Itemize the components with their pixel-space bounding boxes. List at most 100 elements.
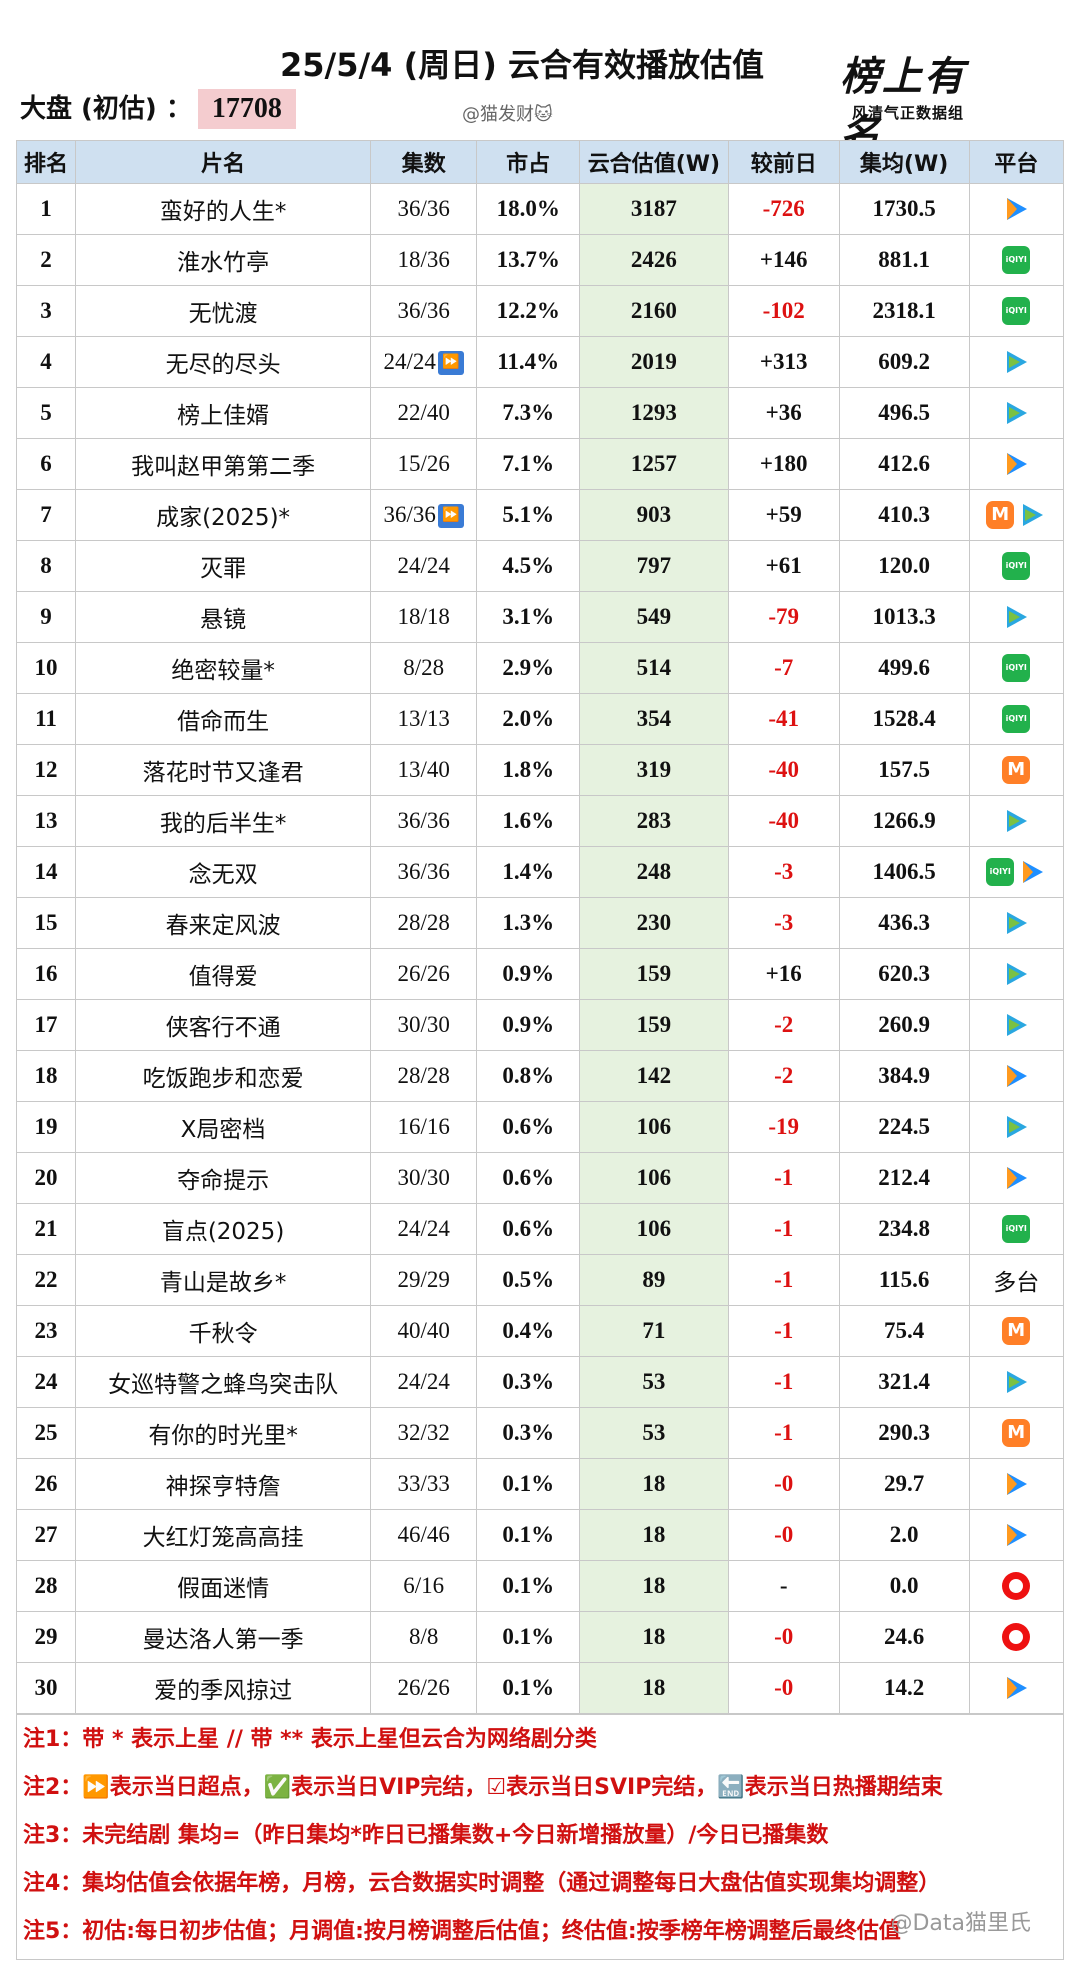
platform-cell bbox=[968, 1560, 1065, 1612]
episodes-value: 8/8 bbox=[409, 1624, 439, 1649]
platform-cell: iQIYI bbox=[968, 234, 1065, 286]
rank-cell: 20 bbox=[15, 1152, 77, 1204]
estimate-cell: 106 bbox=[579, 1101, 729, 1153]
title-cell: 淮水竹亭 bbox=[75, 234, 372, 286]
share-cell: 5.1% bbox=[476, 489, 581, 541]
episodes-cell: 24/24 ⏩ bbox=[370, 336, 478, 388]
average-cell: 75.4 bbox=[838, 1305, 970, 1357]
table-row: 7 成家(2025)* 36/36 ⏩ 5.1% 903 +59 410.3 M bbox=[15, 489, 1065, 541]
platform-cell bbox=[968, 591, 1065, 643]
episodes-cell: 36/36 bbox=[370, 183, 478, 235]
share-cell: 0.6% bbox=[476, 1152, 581, 1204]
estimate-cell: 106 bbox=[579, 1152, 729, 1204]
change-cell: -40 bbox=[727, 744, 840, 796]
episodes-cell: 28/28 bbox=[370, 1050, 478, 1102]
tencent-icon bbox=[1002, 1521, 1030, 1549]
average-cell: 0.0 bbox=[838, 1560, 970, 1612]
rank-cell: 18 bbox=[15, 1050, 77, 1102]
platform-cell: iQIYI bbox=[968, 1203, 1065, 1255]
platform-cell bbox=[968, 1509, 1065, 1561]
bili-icon bbox=[1002, 807, 1030, 835]
average-cell: 224.5 bbox=[838, 1101, 970, 1153]
estimate-cell: 18 bbox=[579, 1662, 729, 1714]
platform-cell: M bbox=[968, 489, 1065, 541]
title-cell: 无忧渡 bbox=[75, 285, 372, 337]
table-row: 26 神探亨特詹 33/33 0.1% 18 -0 29.7 bbox=[15, 1458, 1065, 1510]
episodes-cell: 18/18 bbox=[370, 591, 478, 643]
episodes-cell: 13/13 bbox=[370, 693, 478, 745]
episodes-value: 15/26 bbox=[397, 451, 450, 476]
platform-cell bbox=[968, 1458, 1065, 1510]
table-row: 19 X局密档 16/16 0.6% 106 -19 224.5 bbox=[15, 1101, 1065, 1153]
episodes-cell: 28/28 bbox=[370, 897, 478, 949]
watermark: @Data猫里氏 bbox=[890, 1911, 1031, 1936]
rank-cell: 16 bbox=[15, 948, 77, 1000]
change-cell: +61 bbox=[727, 540, 840, 592]
title-cell: 成家(2025)* bbox=[75, 489, 372, 541]
platform-cell bbox=[968, 1662, 1065, 1714]
episodes-cell: 24/24 bbox=[370, 1203, 478, 1255]
estimate-cell: 2426 bbox=[579, 234, 729, 286]
change-cell: -3 bbox=[727, 846, 840, 898]
rank-cell: 8 bbox=[15, 540, 77, 592]
note-5: 注5：初估:每日初步估值；月调值:按月榜调整后估值；终估值:按季榜年榜调整后最终… bbox=[23, 1919, 901, 1944]
table-row: 14 念无双 36/36 1.4% 248 -3 1406.5 iQIYI bbox=[15, 846, 1065, 898]
tencent-icon bbox=[1002, 450, 1030, 478]
share-cell: 0.6% bbox=[476, 1101, 581, 1153]
tencent-icon bbox=[1018, 858, 1046, 886]
change-cell: -1 bbox=[727, 1254, 840, 1306]
share-cell: 12.2% bbox=[476, 285, 581, 337]
bili-icon bbox=[1002, 348, 1030, 376]
market-total-label: 大盘 (初估) ： bbox=[20, 94, 192, 124]
tencent-icon bbox=[1002, 1470, 1030, 1498]
estimate-cell: 549 bbox=[579, 591, 729, 643]
episodes-value: 24/24 bbox=[397, 1216, 450, 1241]
episodes-value: 32/32 bbox=[397, 1420, 450, 1445]
author-handle: @猫发财🐱 bbox=[462, 104, 553, 125]
episodes-value: 26/26 bbox=[397, 1675, 450, 1700]
change-cell: -2 bbox=[727, 1050, 840, 1102]
platform-cell bbox=[968, 1101, 1065, 1153]
episodes-cell: 16/16 bbox=[370, 1101, 478, 1153]
rank-cell: 12 bbox=[15, 744, 77, 796]
average-cell: 881.1 bbox=[838, 234, 970, 286]
table-row: 4 无尽的尽头 24/24 ⏩ 11.4% 2019 +313 609.2 bbox=[15, 336, 1065, 388]
mango-icon: M bbox=[986, 501, 1015, 529]
average-cell: 157.5 bbox=[838, 744, 970, 796]
col-rank: 排名 bbox=[15, 140, 77, 184]
estimate-cell: 283 bbox=[579, 795, 729, 847]
share-cell: 13.7% bbox=[476, 234, 581, 286]
change-cell: -3 bbox=[727, 897, 840, 949]
table-row: 24 女巡特警之蜂鸟突击队 24/24 0.3% 53 -1 321.4 bbox=[15, 1356, 1065, 1408]
episodes-cell: 13/40 bbox=[370, 744, 478, 796]
title-cell: 落花时节又逢君 bbox=[75, 744, 372, 796]
average-cell: 29.7 bbox=[838, 1458, 970, 1510]
table-row: 25 有你的时光里* 32/32 0.3% 53 -1 290.3 M bbox=[15, 1407, 1065, 1459]
iqiyi-icon: iQIYI bbox=[1002, 297, 1031, 325]
change-cell: -0 bbox=[727, 1662, 840, 1714]
rank-cell: 17 bbox=[15, 999, 77, 1051]
share-cell: 0.1% bbox=[476, 1458, 581, 1510]
platform-cell: iQIYI bbox=[968, 540, 1065, 592]
title-cell: 夺命提示 bbox=[75, 1152, 372, 1204]
table-header-row: 排名 片名 集数 市占 云合估值(W) 较前日 集均(W) 平台 bbox=[15, 140, 1065, 184]
tencent-icon bbox=[1002, 1164, 1030, 1192]
episodes-value: 33/33 bbox=[397, 1471, 450, 1496]
change-cell: +146 bbox=[727, 234, 840, 286]
estimate-cell: 1257 bbox=[579, 438, 729, 490]
episodes-value: 30/30 bbox=[397, 1012, 450, 1037]
title-cell: 神探亨特詹 bbox=[75, 1458, 372, 1510]
episodes-value: 13/13 bbox=[397, 706, 450, 731]
platform-cell: M bbox=[968, 1305, 1065, 1357]
episodes-cell: 30/30 bbox=[370, 1152, 478, 1204]
logo-text: 榜上有名 bbox=[840, 53, 966, 158]
change-cell: -0 bbox=[727, 1458, 840, 1510]
platform-cell: iQIYI bbox=[968, 846, 1065, 898]
share-cell: 0.1% bbox=[476, 1611, 581, 1663]
title-cell: 我叫赵甲第第二季 bbox=[75, 438, 372, 490]
ranking-table: 排名 片名 集数 市占 云合估值(W) 较前日 集均(W) 平台 1 蛮好的人生*… bbox=[15, 140, 1065, 1714]
estimate-cell: 18 bbox=[579, 1611, 729, 1663]
share-cell: 1.6% bbox=[476, 795, 581, 847]
average-cell: 1730.5 bbox=[838, 183, 970, 235]
average-cell: 2318.1 bbox=[838, 285, 970, 337]
